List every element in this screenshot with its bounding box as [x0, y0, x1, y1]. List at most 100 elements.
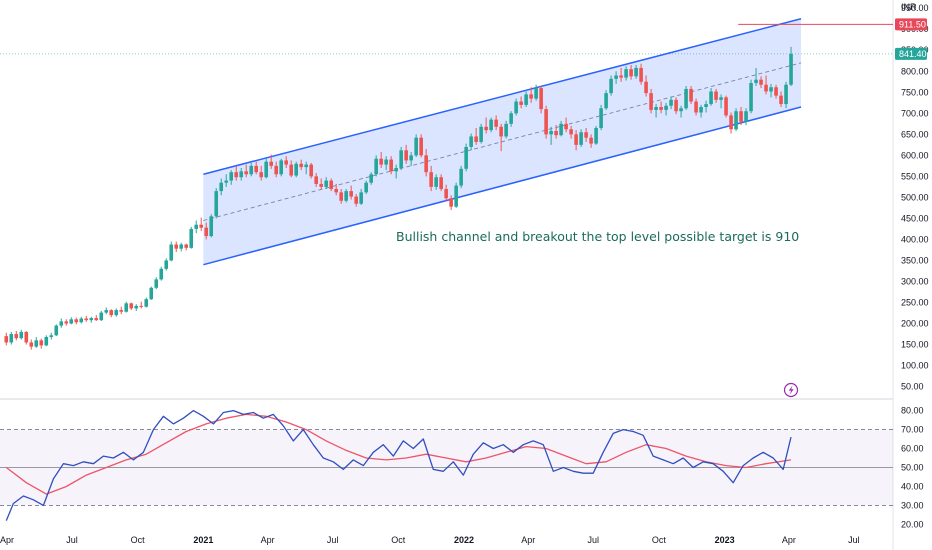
candle — [744, 108, 748, 126]
candle-body — [644, 81, 648, 94]
candle-body — [749, 83, 753, 112]
candle — [779, 91, 783, 108]
candle — [209, 214, 214, 238]
rsi-line — [5, 409, 792, 521]
candle — [669, 96, 673, 110]
candle — [424, 149, 428, 177]
candle — [549, 126, 553, 145]
bullish-channel — [203, 17, 893, 266]
candle-body — [679, 108, 683, 112]
candle — [84, 315, 89, 322]
candle-body — [634, 67, 638, 77]
candle — [94, 315, 99, 322]
candle — [234, 165, 239, 181]
price-tick-label: 150.00 — [901, 340, 929, 350]
candle — [554, 125, 558, 139]
candle — [344, 188, 348, 203]
candle-body — [394, 167, 398, 172]
candle-body — [164, 260, 169, 269]
price-tick-label: 950.00 — [901, 3, 929, 13]
candle-body — [759, 79, 763, 85]
candle — [419, 134, 423, 158]
candle — [24, 331, 29, 345]
candle — [594, 125, 598, 145]
rsi-tick-label: 30.00 — [901, 500, 924, 510]
candle-body — [79, 318, 84, 323]
candle-body — [434, 177, 438, 187]
candle — [154, 277, 159, 290]
current-price-tag: 841.40 — [895, 47, 927, 60]
price-tag-box — [895, 18, 927, 31]
candle-body — [369, 174, 373, 183]
candle — [334, 183, 338, 196]
candle — [479, 123, 483, 144]
candle — [464, 143, 468, 172]
candle-body — [539, 88, 543, 110]
candle — [429, 165, 433, 192]
candle-body — [49, 335, 54, 337]
candle — [774, 84, 778, 99]
channel-mid-line — [203, 62, 802, 221]
candle — [349, 185, 353, 200]
candle — [634, 64, 638, 79]
time-tick-label: Jul — [587, 535, 599, 545]
candle — [159, 266, 164, 281]
candle-body — [709, 91, 713, 105]
candle — [519, 96, 523, 109]
candle — [734, 108, 738, 131]
time-tick-label: Jul — [327, 535, 339, 545]
candle-body — [444, 188, 448, 199]
candle-body — [744, 111, 748, 122]
candle-body — [199, 224, 204, 228]
candle — [459, 165, 463, 189]
candle-body — [669, 99, 673, 106]
candle-body — [329, 180, 333, 189]
candle — [54, 324, 59, 337]
candle-body — [229, 172, 234, 181]
candle — [484, 117, 488, 134]
time-tick-label: 2023 — [715, 535, 735, 545]
candle-body — [364, 182, 368, 193]
candle — [4, 332, 9, 346]
candle-body — [684, 88, 688, 109]
candle — [494, 115, 498, 131]
candle-body — [34, 340, 39, 347]
time-tick-label: Apr — [261, 535, 275, 545]
candle-body — [569, 129, 573, 135]
candle-body — [269, 161, 274, 166]
candle-body — [449, 198, 453, 207]
price-tick-label: 400.00 — [901, 234, 929, 244]
time-tick-label: Oct — [652, 535, 667, 545]
candle-body — [374, 158, 378, 175]
candle — [719, 94, 723, 109]
candle-body — [219, 182, 224, 192]
candle-body — [284, 160, 288, 165]
candle-body — [559, 123, 563, 136]
candle — [69, 317, 74, 325]
rsi-tick-label: 60.00 — [901, 444, 924, 454]
lightning-icon[interactable] — [783, 382, 799, 398]
candle-body — [69, 319, 74, 324]
candle — [224, 174, 229, 187]
price-tick-label: 550.00 — [901, 171, 929, 181]
candle-body — [9, 334, 14, 343]
candle-body — [419, 137, 423, 156]
channel-lower-line — [203, 106, 802, 266]
candle — [534, 84, 538, 101]
candle — [434, 174, 438, 190]
time-tick-label: Apr — [782, 535, 796, 545]
candle — [194, 220, 199, 234]
candle — [299, 159, 303, 171]
candle-body — [534, 88, 538, 99]
candle-body — [249, 165, 254, 175]
candle — [274, 161, 279, 178]
candle-body — [234, 172, 239, 178]
candle — [564, 117, 568, 133]
candle — [169, 241, 174, 262]
candle — [544, 105, 548, 139]
candle — [189, 226, 194, 249]
candle-body — [779, 95, 783, 105]
price-tick-label: 500.00 — [901, 192, 929, 202]
candle-body — [279, 160, 283, 175]
